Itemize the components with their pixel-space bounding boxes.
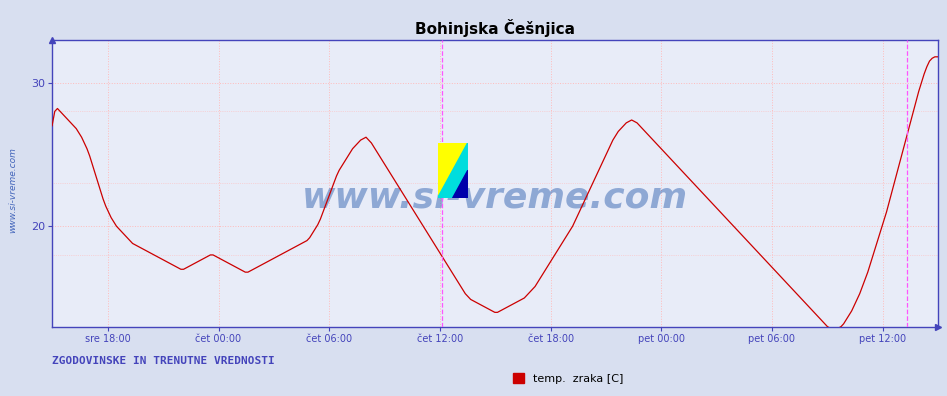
Polygon shape [438, 143, 468, 198]
Text: www.si-vreme.com: www.si-vreme.com [302, 181, 688, 215]
Text: ZGODOVINSKE IN TRENUTNE VREDNOSTI: ZGODOVINSKE IN TRENUTNE VREDNOSTI [52, 356, 275, 366]
Polygon shape [453, 170, 468, 198]
Text: www.si-vreme.com: www.si-vreme.com [8, 147, 17, 233]
Polygon shape [438, 143, 468, 198]
Legend: temp.  zraka [C]: temp. zraka [C] [509, 369, 628, 388]
Title: Bohinjska Češnjica: Bohinjska Češnjica [415, 19, 575, 37]
